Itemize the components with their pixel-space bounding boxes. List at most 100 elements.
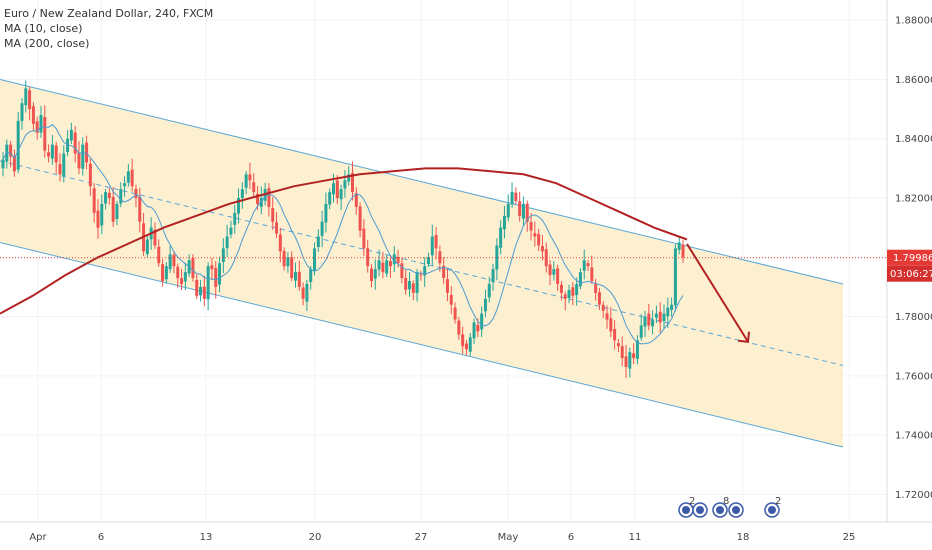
- candle-body: [309, 269, 313, 282]
- event-count: 8: [723, 496, 729, 507]
- candle-body: [654, 313, 658, 318]
- candle-body: [594, 283, 598, 293]
- candle-body: [670, 304, 674, 310]
- channel-upper-line: [0, 78, 844, 285]
- ma200-line: [0, 167, 688, 315]
- candle-body: [218, 263, 222, 285]
- candle-body: [275, 222, 279, 234]
- event-markers[interactable]: 2 8 2: [678, 496, 781, 518]
- candle-body: [559, 284, 563, 293]
- event-globe-icon[interactable]: [692, 502, 708, 518]
- candle-body: [62, 153, 66, 176]
- candle-body: [31, 106, 35, 124]
- candle-body: [540, 246, 544, 252]
- time-axis[interactable]: Apr 6 13 20 27 May 6 11 18 25: [29, 532, 855, 543]
- candle-body: [377, 260, 381, 270]
- price-axis-label: 1.76000: [895, 371, 932, 382]
- candle-body: [491, 269, 495, 283]
- candle-body: [677, 242, 681, 250]
- time-axis-label: 13: [200, 532, 213, 543]
- time-axis-label: May: [498, 532, 519, 543]
- candle-body: [134, 188, 138, 199]
- price-axis-label: 1.78000: [895, 312, 932, 323]
- candle-body: [343, 180, 347, 189]
- candle-body: [313, 248, 317, 271]
- candle-body: [35, 121, 39, 133]
- candle-body: [130, 169, 134, 187]
- candle-body: [69, 129, 73, 141]
- candle-body: [597, 292, 601, 305]
- channel-middle-line: [0, 160, 844, 366]
- candle-body: [47, 152, 51, 157]
- candle-body: [662, 313, 666, 322]
- candle-body: [468, 337, 472, 352]
- candle-body: [221, 248, 225, 263]
- candle-body: [81, 144, 85, 169]
- candle-body: [639, 325, 643, 338]
- indicator-ma200-label[interactable]: MA (200, close): [4, 37, 90, 50]
- candle-body: [423, 266, 427, 276]
- candle-body: [358, 206, 362, 231]
- time-axis-label: 25: [843, 532, 856, 543]
- candle-body: [366, 248, 370, 267]
- candle-body: [616, 343, 620, 347]
- candle-body: [183, 272, 187, 282]
- candle-body: [609, 318, 613, 332]
- candle-body: [514, 192, 518, 201]
- candle-body: [624, 356, 628, 367]
- price-axis-label: 1.72000: [895, 490, 932, 501]
- candle-body: [525, 203, 529, 222]
- candle-body: [373, 269, 377, 279]
- event-icon-core: [768, 506, 776, 514]
- candle-body: [332, 183, 336, 195]
- candle-body: [350, 173, 354, 193]
- candle-body: [43, 116, 47, 151]
- candle-body: [115, 203, 119, 220]
- indicator-ma10-label[interactable]: MA (10, close): [4, 22, 83, 35]
- candle-body: [233, 212, 237, 225]
- candle-body: [472, 322, 476, 339]
- candle-body: [381, 262, 385, 273]
- candle-body: [58, 163, 62, 175]
- candle-body: [487, 283, 491, 298]
- candle-body: [191, 257, 195, 279]
- candle-body: [571, 287, 575, 296]
- candle-body: [647, 313, 651, 326]
- candle-body: [582, 260, 586, 271]
- candle-body: [521, 203, 525, 219]
- event-icon-core: [716, 506, 724, 514]
- candle-body: [328, 192, 332, 205]
- candle-body: [237, 198, 241, 214]
- event-globe-icon[interactable]: 2: [678, 496, 695, 518]
- candle-body: [256, 193, 260, 204]
- candle-body: [316, 236, 320, 248]
- candle-body: [502, 215, 506, 230]
- event-globe-icon[interactable]: 8: [712, 496, 729, 518]
- countdown-tag: [887, 265, 932, 282]
- event-globe-icon[interactable]: 2: [764, 496, 781, 518]
- arrow-shaft: [686, 243, 749, 343]
- candle-body: [510, 192, 514, 205]
- candle-body: [240, 189, 244, 198]
- candle-body: [77, 152, 81, 169]
- candle-body: [438, 251, 442, 264]
- candle-body: [434, 235, 438, 249]
- candle-body: [396, 256, 400, 264]
- time-axis-label: 6: [98, 532, 104, 543]
- event-count: 2: [689, 496, 695, 507]
- candle-body: [552, 269, 556, 275]
- candle-body: [613, 329, 617, 341]
- candle-body: [54, 145, 58, 163]
- candle-body: [290, 257, 294, 279]
- projection-arrow: [686, 243, 750, 343]
- chart-legend: Euro / New Zealand Dollar, 240, FXCM MA …: [4, 6, 213, 51]
- event-globe-icon[interactable]: [728, 502, 744, 518]
- candle-body: [168, 254, 172, 270]
- candle-body: [244, 174, 248, 188]
- candle-body: [225, 236, 229, 249]
- symbol-title: Euro / New Zealand Dollar, 240, FXCM: [4, 7, 214, 20]
- candle-body: [16, 120, 20, 170]
- candle-body: [267, 188, 271, 207]
- candle-body: [681, 244, 685, 258]
